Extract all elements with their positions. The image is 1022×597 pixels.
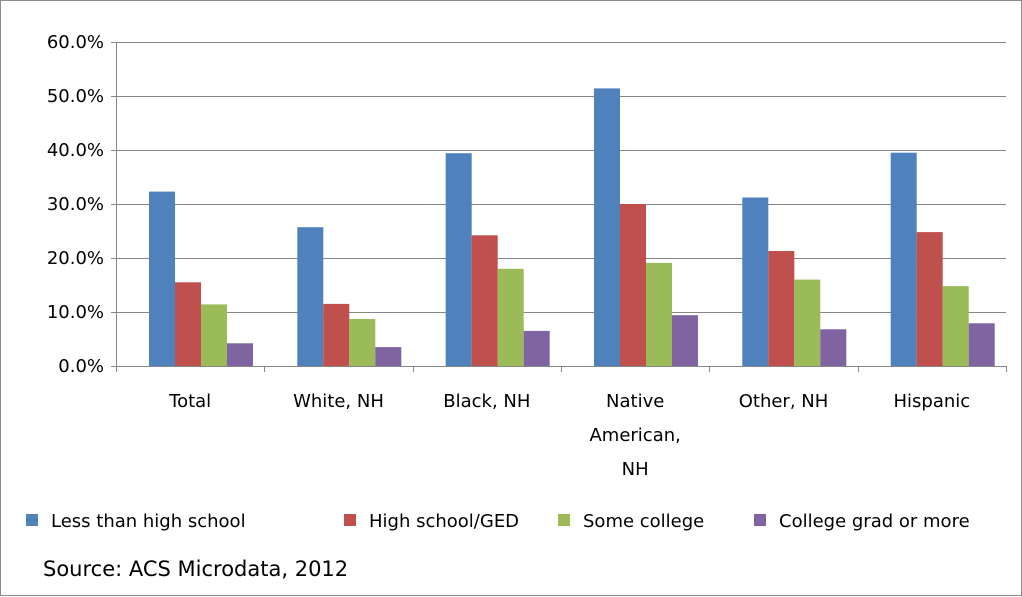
y-tick-label: 60.0% (47, 32, 104, 53)
bar (742, 197, 769, 366)
bar (794, 279, 821, 366)
axes (111, 42, 1007, 372)
bar (375, 347, 402, 366)
bar (349, 319, 376, 366)
y-tick-label: 0.0% (58, 356, 104, 377)
bar (890, 152, 917, 366)
legend-label: College grad or more (779, 511, 970, 532)
bar (768, 251, 795, 366)
bar (916, 232, 943, 366)
y-tick-label: 20.0% (47, 248, 104, 269)
bars (149, 88, 995, 367)
gridlines (116, 42, 1006, 313)
bar (523, 330, 550, 366)
x-category-label: Other, NH (739, 391, 829, 412)
x-category-label: Native American, NH (589, 391, 680, 480)
bar (968, 323, 995, 366)
legend-swatch (344, 514, 356, 526)
y-tick-labels: 0.0% 10.0% 20.0% 30.0% 40.0% 50.0% 60.0% (47, 32, 104, 377)
source-note: Source: ACS Microdata, 2012 (43, 557, 349, 581)
x-category-label: Total (168, 391, 211, 412)
y-tick-label: 40.0% (47, 140, 104, 161)
bar (201, 304, 227, 366)
x-category-label: White, NH (293, 391, 384, 412)
bar (471, 235, 498, 366)
legend-label: Less than high school (51, 511, 246, 532)
bar (594, 88, 620, 367)
bar (227, 343, 253, 366)
legend-label: High school/GED (369, 511, 519, 532)
x-category-label: Hispanic (893, 391, 970, 412)
legend-label: Some college (583, 511, 704, 532)
bar (175, 282, 201, 366)
y-tick-label: 50.0% (47, 86, 104, 107)
bar (672, 315, 698, 366)
bar (820, 329, 847, 366)
bar (942, 286, 969, 366)
x-category-label: Black, NH (443, 391, 530, 412)
x-category-labels: Total White, NH Black, NH Native American, NH… (168, 391, 970, 480)
bar (646, 262, 672, 366)
legend-swatch (26, 514, 38, 526)
legend-swatch (558, 514, 570, 526)
legend-swatch (754, 514, 766, 526)
y-tick-label: 30.0% (47, 194, 104, 215)
legend: Less than high school High school/GED Some… (26, 511, 970, 532)
bar (497, 268, 524, 366)
bar (323, 303, 350, 366)
bar (445, 153, 472, 366)
bar (297, 227, 324, 366)
bar (620, 204, 646, 366)
y-tick-label: 10.0% (47, 302, 104, 323)
bar (149, 191, 175, 366)
